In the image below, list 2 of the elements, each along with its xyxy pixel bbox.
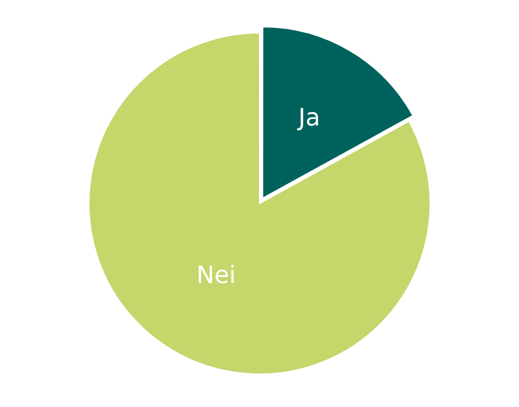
slice-label: Ja — [296, 104, 320, 132]
slice-label: Nei — [196, 261, 236, 290]
